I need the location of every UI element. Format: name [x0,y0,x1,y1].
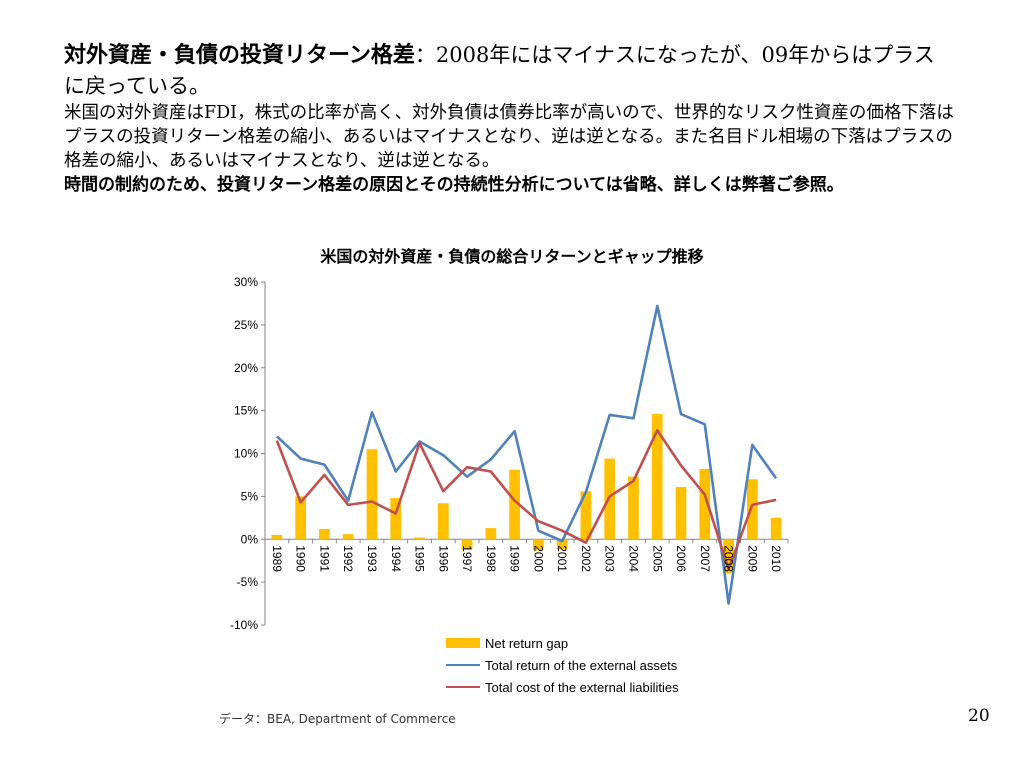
line-series-assets [276,304,778,605]
x-tick-label: 1990 [294,545,308,572]
bar [723,539,734,574]
x-tick-label: 1994 [389,545,403,572]
x-tick-label: 1989 [270,545,284,572]
legend-item-assets: Total return of the external assets [446,654,679,676]
data-source: データ：BEA, Department of Commerce [219,712,456,726]
bar [533,539,544,551]
heading-bold: 対外資産・負債の投資リターン格差 [64,43,415,68]
chart-title: 米国の対外資産・負債の総合リターンとギャップ推移 [320,247,704,266]
x-tick-label: 1999 [508,545,522,572]
legend-item-liabilities: Total cost of the external liabilities [446,676,679,698]
legend: Net return gap Total return of the exter… [446,632,679,698]
bar [390,498,402,540]
x-tick-label: 1995 [413,545,427,572]
y-tick-label: -5% [237,575,259,589]
bar [295,496,307,540]
bar [580,491,592,540]
bar [509,469,520,540]
x-tick-label: 2003 [603,545,617,572]
bar [437,503,449,540]
bar [271,534,283,540]
paragraph-1: 米国の対外資産はFDI，株式の比率が高く、対外負債は債券比率が高いので、世界的な… [64,103,954,171]
x-tick-label: 1993 [365,545,379,572]
x-tick-label: 1997 [460,545,474,572]
legend-label-assets: Total return of the external assets [485,657,678,673]
x-tick-label: 1991 [317,545,331,572]
slide-text: 対外資産・負債の投資リターン格差：2008年にはマイナスになったが、09年からは… [64,40,954,197]
y-tick-label: 30% [234,275,258,289]
page-number: 20 [968,706,990,726]
bar [461,539,473,550]
x-tick-label: 2006 [674,545,688,572]
legend-swatch-assets [446,663,480,667]
x-tick-label: 2002 [579,545,593,572]
y-tick-label: 20% [234,361,258,375]
y-tick-label: 0% [241,532,259,546]
y-tick-label: -10% [230,618,258,632]
bar [651,414,663,540]
legend-label-liabilities: Total cost of the external liabilities [485,679,679,695]
legend-label-bar: Net return gap [485,635,569,651]
slide-heading: 対外資産・負債の投資リターン格差：2008年にはマイナスになったが、09年からは… [64,40,954,101]
bar [699,468,711,540]
paragraph-2: 時間の制約のため、投資リターン格差の原因とその持続性分析については省略、詳しくは… [64,175,844,195]
x-tick-label: 2007 [698,545,712,572]
x-tick-label: 2009 [745,545,759,572]
x-tick-label: 1998 [484,545,498,572]
bar [414,537,425,540]
y-tick-label: 25% [234,318,258,332]
legend-swatch-liabilities [446,685,480,689]
legend-item-bar: Net return gap [446,632,679,654]
heading-rest: ：2008年にはマイナスになったが、09年からはプラスに戻っている。 [64,43,935,98]
bar [746,479,758,540]
x-tick-label: 1996 [436,545,450,572]
bar [770,517,782,540]
x-tick-label: 2008 [722,545,736,572]
y-tick-label: 5% [241,489,259,503]
x-tick-label: 2004 [626,545,640,572]
bar [628,476,639,540]
line-series-liabilities [275,428,777,571]
x-tick-label: 1992 [341,545,355,572]
x-tick-label: 2000 [531,545,545,572]
x-tick-label: 2001 [555,545,569,572]
bar [556,539,568,550]
bar [675,486,687,540]
y-tick-label: 15% [234,404,258,418]
x-tick-label: 2010 [769,545,783,572]
bar [366,449,378,540]
bar [342,534,354,540]
y-tick-label: 10% [234,447,258,461]
bar [319,528,330,540]
bar [485,528,497,540]
legend-swatch-bar [446,638,480,648]
x-tick-label: 2005 [650,545,664,572]
